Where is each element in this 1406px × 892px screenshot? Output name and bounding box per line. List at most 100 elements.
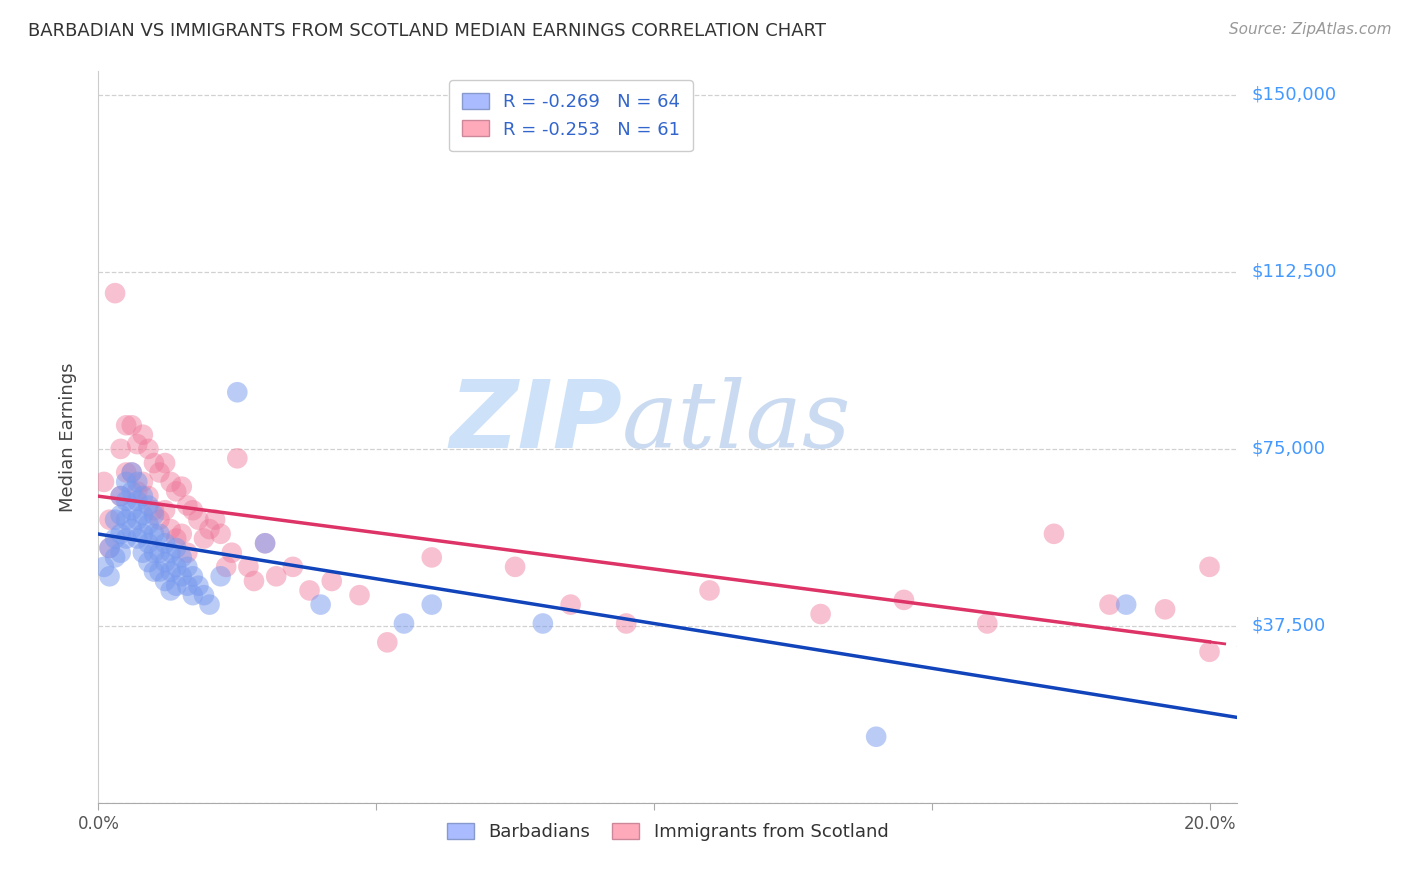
Point [115, 493, 138, 508]
Point [181, 503, 204, 517]
Point [187, 579, 209, 593]
Point [170, 526, 193, 541]
Point [132, 475, 155, 489]
Point [132, 489, 155, 503]
Point [93, 475, 115, 489]
Point [153, 536, 176, 550]
Text: atlas: atlas [623, 377, 852, 467]
Point [121, 466, 143, 480]
Point [138, 555, 160, 569]
Point [132, 427, 155, 442]
Point [699, 583, 721, 598]
Text: $37,500: $37,500 [1251, 617, 1326, 635]
Point [138, 442, 160, 456]
Point [1098, 598, 1121, 612]
Point [531, 616, 554, 631]
Point [1154, 602, 1177, 616]
Point [138, 489, 160, 503]
Point [204, 513, 226, 527]
Point [148, 466, 170, 480]
Point [560, 598, 582, 612]
Point [159, 546, 181, 560]
Point [170, 480, 193, 494]
Point [104, 513, 127, 527]
Point [110, 442, 132, 456]
Point [165, 532, 187, 546]
Point [127, 484, 149, 499]
Point [115, 475, 138, 489]
Point [132, 526, 155, 541]
Point [98, 513, 121, 527]
Point [243, 574, 266, 588]
Point [349, 588, 371, 602]
Point [121, 484, 143, 499]
Point [893, 593, 915, 607]
Point [198, 598, 221, 612]
Point [392, 616, 415, 631]
Point [209, 569, 232, 583]
Point [298, 583, 321, 598]
Point [148, 565, 170, 579]
Point [193, 532, 215, 546]
Point [614, 616, 637, 631]
Point [98, 541, 121, 555]
Point [138, 536, 160, 550]
Point [132, 546, 155, 560]
Point [170, 550, 193, 565]
Text: $150,000: $150,000 [1251, 86, 1336, 104]
Text: ZIP: ZIP [450, 376, 623, 468]
Point [138, 499, 160, 513]
Point [143, 508, 166, 522]
Point [143, 503, 166, 517]
Y-axis label: Median Earnings: Median Earnings [59, 362, 77, 512]
Point [115, 532, 138, 546]
Point [153, 503, 176, 517]
Point [321, 574, 343, 588]
Point [198, 522, 221, 536]
Point [254, 536, 277, 550]
Point [110, 508, 132, 522]
Point [132, 508, 155, 522]
Point [226, 385, 249, 400]
Point [165, 541, 187, 555]
Point [121, 522, 143, 536]
Point [976, 616, 998, 631]
Point [176, 579, 198, 593]
Point [810, 607, 832, 621]
Point [309, 598, 332, 612]
Point [121, 503, 143, 517]
Point [143, 565, 166, 579]
Point [226, 451, 249, 466]
Point [1043, 526, 1066, 541]
Point [176, 559, 198, 574]
Point [110, 489, 132, 503]
Point [209, 526, 232, 541]
Point [127, 513, 149, 527]
Point [865, 730, 887, 744]
Point [143, 456, 166, 470]
Point [420, 598, 443, 612]
Point [375, 635, 398, 649]
Point [254, 536, 277, 550]
Text: BARBADIAN VS IMMIGRANTS FROM SCOTLAND MEDIAN EARNINGS CORRELATION CHART: BARBADIAN VS IMMIGRANTS FROM SCOTLAND ME… [28, 22, 827, 40]
Point [165, 484, 187, 499]
Point [281, 559, 304, 574]
Point [98, 569, 121, 583]
Point [93, 559, 115, 574]
Point [420, 550, 443, 565]
Point [121, 466, 143, 480]
Point [187, 513, 209, 527]
Point [176, 499, 198, 513]
Point [503, 559, 526, 574]
Point [165, 579, 187, 593]
Point [148, 526, 170, 541]
Point [165, 559, 187, 574]
Point [159, 522, 181, 536]
Point [1198, 645, 1220, 659]
Point [215, 559, 238, 574]
Point [170, 569, 193, 583]
Point [115, 418, 138, 433]
Point [138, 517, 160, 532]
Point [153, 555, 176, 569]
Point [264, 569, 287, 583]
